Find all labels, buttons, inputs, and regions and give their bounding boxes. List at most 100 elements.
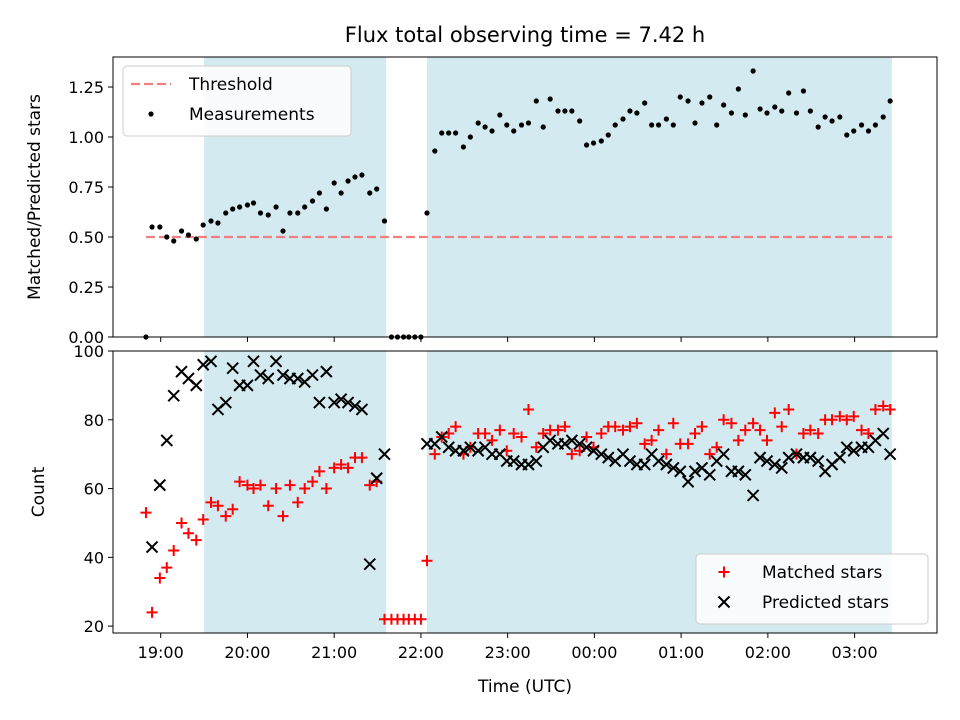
measurement-point xyxy=(345,178,351,184)
measurement-point xyxy=(829,118,835,124)
matched-star-point xyxy=(220,510,232,522)
legend-box xyxy=(122,65,352,137)
predicted-star-point xyxy=(782,451,795,464)
measurement-point xyxy=(460,144,467,150)
matched-star-point xyxy=(552,424,564,436)
x-tick-label: 23:00 xyxy=(485,643,531,662)
matched-star-point xyxy=(877,400,889,412)
matched-star-point xyxy=(754,424,766,436)
measurement-point xyxy=(605,132,611,138)
measurement-point xyxy=(467,134,473,140)
matched-star-point xyxy=(429,448,441,460)
predicted-star-point xyxy=(543,434,557,447)
measurement-point xyxy=(555,108,561,114)
predicted-star-point xyxy=(587,444,600,457)
top-panel-y-axis-label: Matched/Predicted stars xyxy=(25,94,45,300)
measurement-point xyxy=(655,122,662,128)
predicted-star-point xyxy=(457,444,470,457)
matched-star-point xyxy=(617,424,629,436)
predicted-star-point xyxy=(327,396,341,409)
measurement-point xyxy=(208,218,214,224)
measurement-point xyxy=(295,210,301,216)
measurement-point xyxy=(764,110,770,116)
predicted-star-point xyxy=(219,396,232,409)
measurement-point xyxy=(193,236,199,242)
matched-star-point xyxy=(227,503,239,515)
predicted-star-point xyxy=(883,447,897,461)
matched-star-point xyxy=(725,417,737,429)
predicted-star-point xyxy=(847,444,860,457)
matched-star-point xyxy=(776,421,788,433)
measurement-point xyxy=(367,190,373,196)
predicted-star-point xyxy=(145,540,159,554)
y-tick-label: 0.50 xyxy=(68,228,104,247)
predicted-star-point xyxy=(681,475,695,488)
measurement-point xyxy=(742,112,748,118)
predicted-star-point xyxy=(464,441,477,454)
matched-star-point xyxy=(530,441,542,453)
legend-matched-star-swatch xyxy=(718,566,730,578)
predicted-star-point xyxy=(775,461,788,475)
measurement-point xyxy=(446,130,452,136)
matched-star-point xyxy=(335,458,347,470)
matched-star-point xyxy=(479,428,491,440)
x-tick-label: 02:00 xyxy=(745,643,791,662)
predicted-star-point xyxy=(269,355,283,368)
matched-star-point xyxy=(869,403,881,415)
matched-star-point xyxy=(797,428,809,440)
predicted-star-point xyxy=(442,441,455,454)
measurement-point xyxy=(200,222,206,228)
predicted-star-point xyxy=(688,465,702,478)
predicted-star-point xyxy=(833,451,847,464)
matched-star-point xyxy=(581,431,593,443)
y-tick-label: 40 xyxy=(84,548,104,567)
predicted-star-point xyxy=(811,454,825,468)
measurement-point xyxy=(230,206,236,212)
measurement-point xyxy=(649,122,655,128)
legend-label: Predicted stars xyxy=(762,593,889,613)
predicted-star-point xyxy=(247,355,260,368)
measurement-point xyxy=(583,142,590,148)
measurement-point xyxy=(887,98,893,104)
matched-star-point xyxy=(450,421,462,433)
measurement-point xyxy=(577,118,583,124)
measurement-point xyxy=(482,124,488,130)
matched-star-point xyxy=(747,417,759,429)
matched-star-point xyxy=(161,562,173,574)
predicted-star-point xyxy=(167,389,180,402)
y-tick-label: 1.00 xyxy=(68,128,104,147)
matched-star-point xyxy=(639,438,651,450)
top-panel: 0.00 0.25 0.50 0.75 1.00 1.25 Matched/Predict… xyxy=(25,56,938,347)
matched-star-point xyxy=(660,448,672,460)
legend-label: Matched stars xyxy=(762,563,882,583)
matched-star-point xyxy=(804,424,816,436)
measurement-point xyxy=(858,122,865,128)
predicted-star-point xyxy=(768,458,782,471)
matched-star-point xyxy=(320,483,332,495)
measurement-point xyxy=(178,228,185,234)
matched-star-point xyxy=(516,431,528,443)
matched-star-point xyxy=(342,462,354,474)
predicted-star-point xyxy=(790,447,803,461)
matched-star-point xyxy=(732,434,744,446)
legend-box xyxy=(695,553,929,625)
matched-star-point xyxy=(205,496,217,508)
matched-star-point xyxy=(646,434,658,446)
matched-star-point xyxy=(328,462,340,474)
predicted-star-point xyxy=(746,489,760,502)
predicted-star-point xyxy=(573,437,586,451)
measurement-point xyxy=(302,204,308,210)
bottom-panel-y-axis-label: Count xyxy=(29,466,49,517)
predicted-star-point xyxy=(717,447,730,461)
matched-star-point xyxy=(241,479,253,491)
measurement-point xyxy=(721,102,727,108)
measurement-point xyxy=(244,202,251,208)
measurement-point xyxy=(316,190,323,196)
matched-star-point xyxy=(624,421,636,433)
measurement-point xyxy=(497,112,503,118)
top-panel-y-ticks: 0.00 0.25 0.50 0.75 1.00 1.25 xyxy=(68,78,113,347)
predicted-star-point xyxy=(190,379,203,392)
measurement-point xyxy=(699,100,705,106)
bottom-panel: 19:00 20:00 21:00 22:00 23:00 00:00 01:00 02:00… xyxy=(29,342,938,662)
measurement-point xyxy=(338,190,344,196)
